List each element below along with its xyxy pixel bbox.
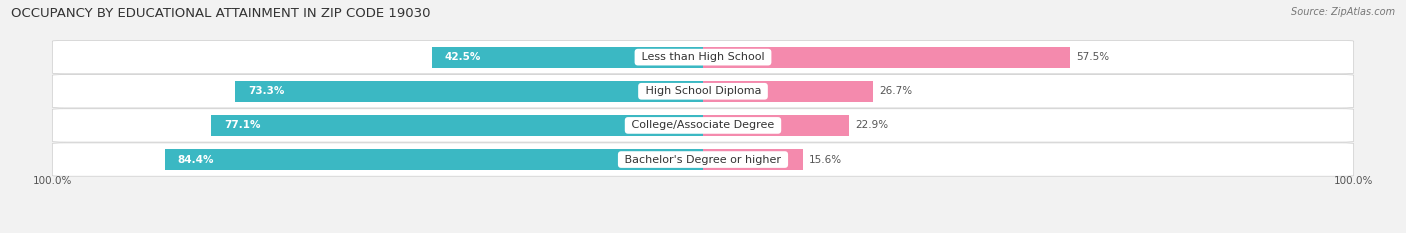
Text: OCCUPANCY BY EDUCATIONAL ATTAINMENT IN ZIP CODE 19030: OCCUPANCY BY EDUCATIONAL ATTAINMENT IN Z… <box>11 7 430 20</box>
Text: 100.0%: 100.0% <box>34 176 73 186</box>
Bar <box>432 47 703 68</box>
Bar <box>703 149 803 170</box>
FancyBboxPatch shape <box>52 41 1354 74</box>
Text: 57.5%: 57.5% <box>1076 52 1109 62</box>
Bar <box>703 81 873 102</box>
Text: 22.9%: 22.9% <box>855 120 889 130</box>
Text: 15.6%: 15.6% <box>808 154 842 164</box>
Bar <box>235 81 703 102</box>
Bar <box>703 115 849 136</box>
Text: 26.7%: 26.7% <box>880 86 912 96</box>
Bar <box>703 47 1070 68</box>
Text: College/Associate Degree: College/Associate Degree <box>628 120 778 130</box>
Bar <box>211 115 703 136</box>
Bar <box>165 149 703 170</box>
Text: Bachelor's Degree or higher: Bachelor's Degree or higher <box>621 154 785 164</box>
Text: Less than High School: Less than High School <box>638 52 768 62</box>
FancyBboxPatch shape <box>52 75 1354 108</box>
Text: 42.5%: 42.5% <box>444 52 481 62</box>
FancyBboxPatch shape <box>52 143 1354 176</box>
Text: Source: ZipAtlas.com: Source: ZipAtlas.com <box>1291 7 1395 17</box>
FancyBboxPatch shape <box>52 109 1354 142</box>
Text: 84.4%: 84.4% <box>177 154 214 164</box>
Text: 73.3%: 73.3% <box>249 86 284 96</box>
Text: 100.0%: 100.0% <box>1333 176 1372 186</box>
Text: High School Diploma: High School Diploma <box>641 86 765 96</box>
Text: 77.1%: 77.1% <box>224 120 260 130</box>
